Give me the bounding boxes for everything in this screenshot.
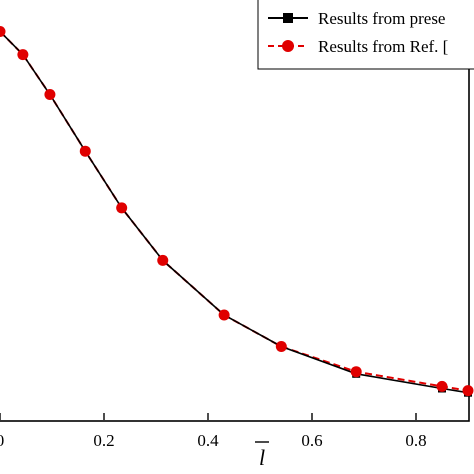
series-line-1 xyxy=(0,30,469,392)
series-1-point-7 xyxy=(275,341,287,352)
x-tick-label-4: 0.8 xyxy=(405,431,426,450)
x-tick-label-3: 0.6 xyxy=(301,431,322,450)
x-axis-label: l xyxy=(259,445,265,470)
series-1-point-9 xyxy=(436,380,448,392)
series-1-point-6 xyxy=(218,309,230,321)
series-1-point-2 xyxy=(44,89,56,100)
series-layer xyxy=(0,26,474,397)
series-1-point-4 xyxy=(116,202,128,214)
legend: Results from prese Results from Ref. [ xyxy=(257,0,474,70)
x-tick-label-2: 0.4 xyxy=(197,431,219,450)
x-tick-label-0: 0 xyxy=(0,431,4,450)
series-1-point-8 xyxy=(350,366,362,378)
series-1-point-1 xyxy=(17,49,29,61)
legend-label-1: Results from Ref. [ xyxy=(318,37,449,56)
series-line-0 xyxy=(0,30,469,394)
series-1-point-5 xyxy=(157,254,169,266)
legend-box xyxy=(257,0,474,70)
x-axis-ticks xyxy=(0,413,417,420)
series-1-point-0 xyxy=(0,26,6,37)
legend-marker-0 xyxy=(283,13,293,23)
x-axis-tick-labels: 0 0.2 0.4 0.6 0.8 xyxy=(0,431,427,450)
series-1-point-3 xyxy=(79,145,91,157)
x-tick-label-1: 0.2 xyxy=(93,431,114,450)
legend-marker-1 xyxy=(282,40,294,52)
plot-frame xyxy=(0,0,470,422)
series-1-point-10 xyxy=(462,385,474,397)
legend-label-0: Results from prese xyxy=(318,9,445,28)
